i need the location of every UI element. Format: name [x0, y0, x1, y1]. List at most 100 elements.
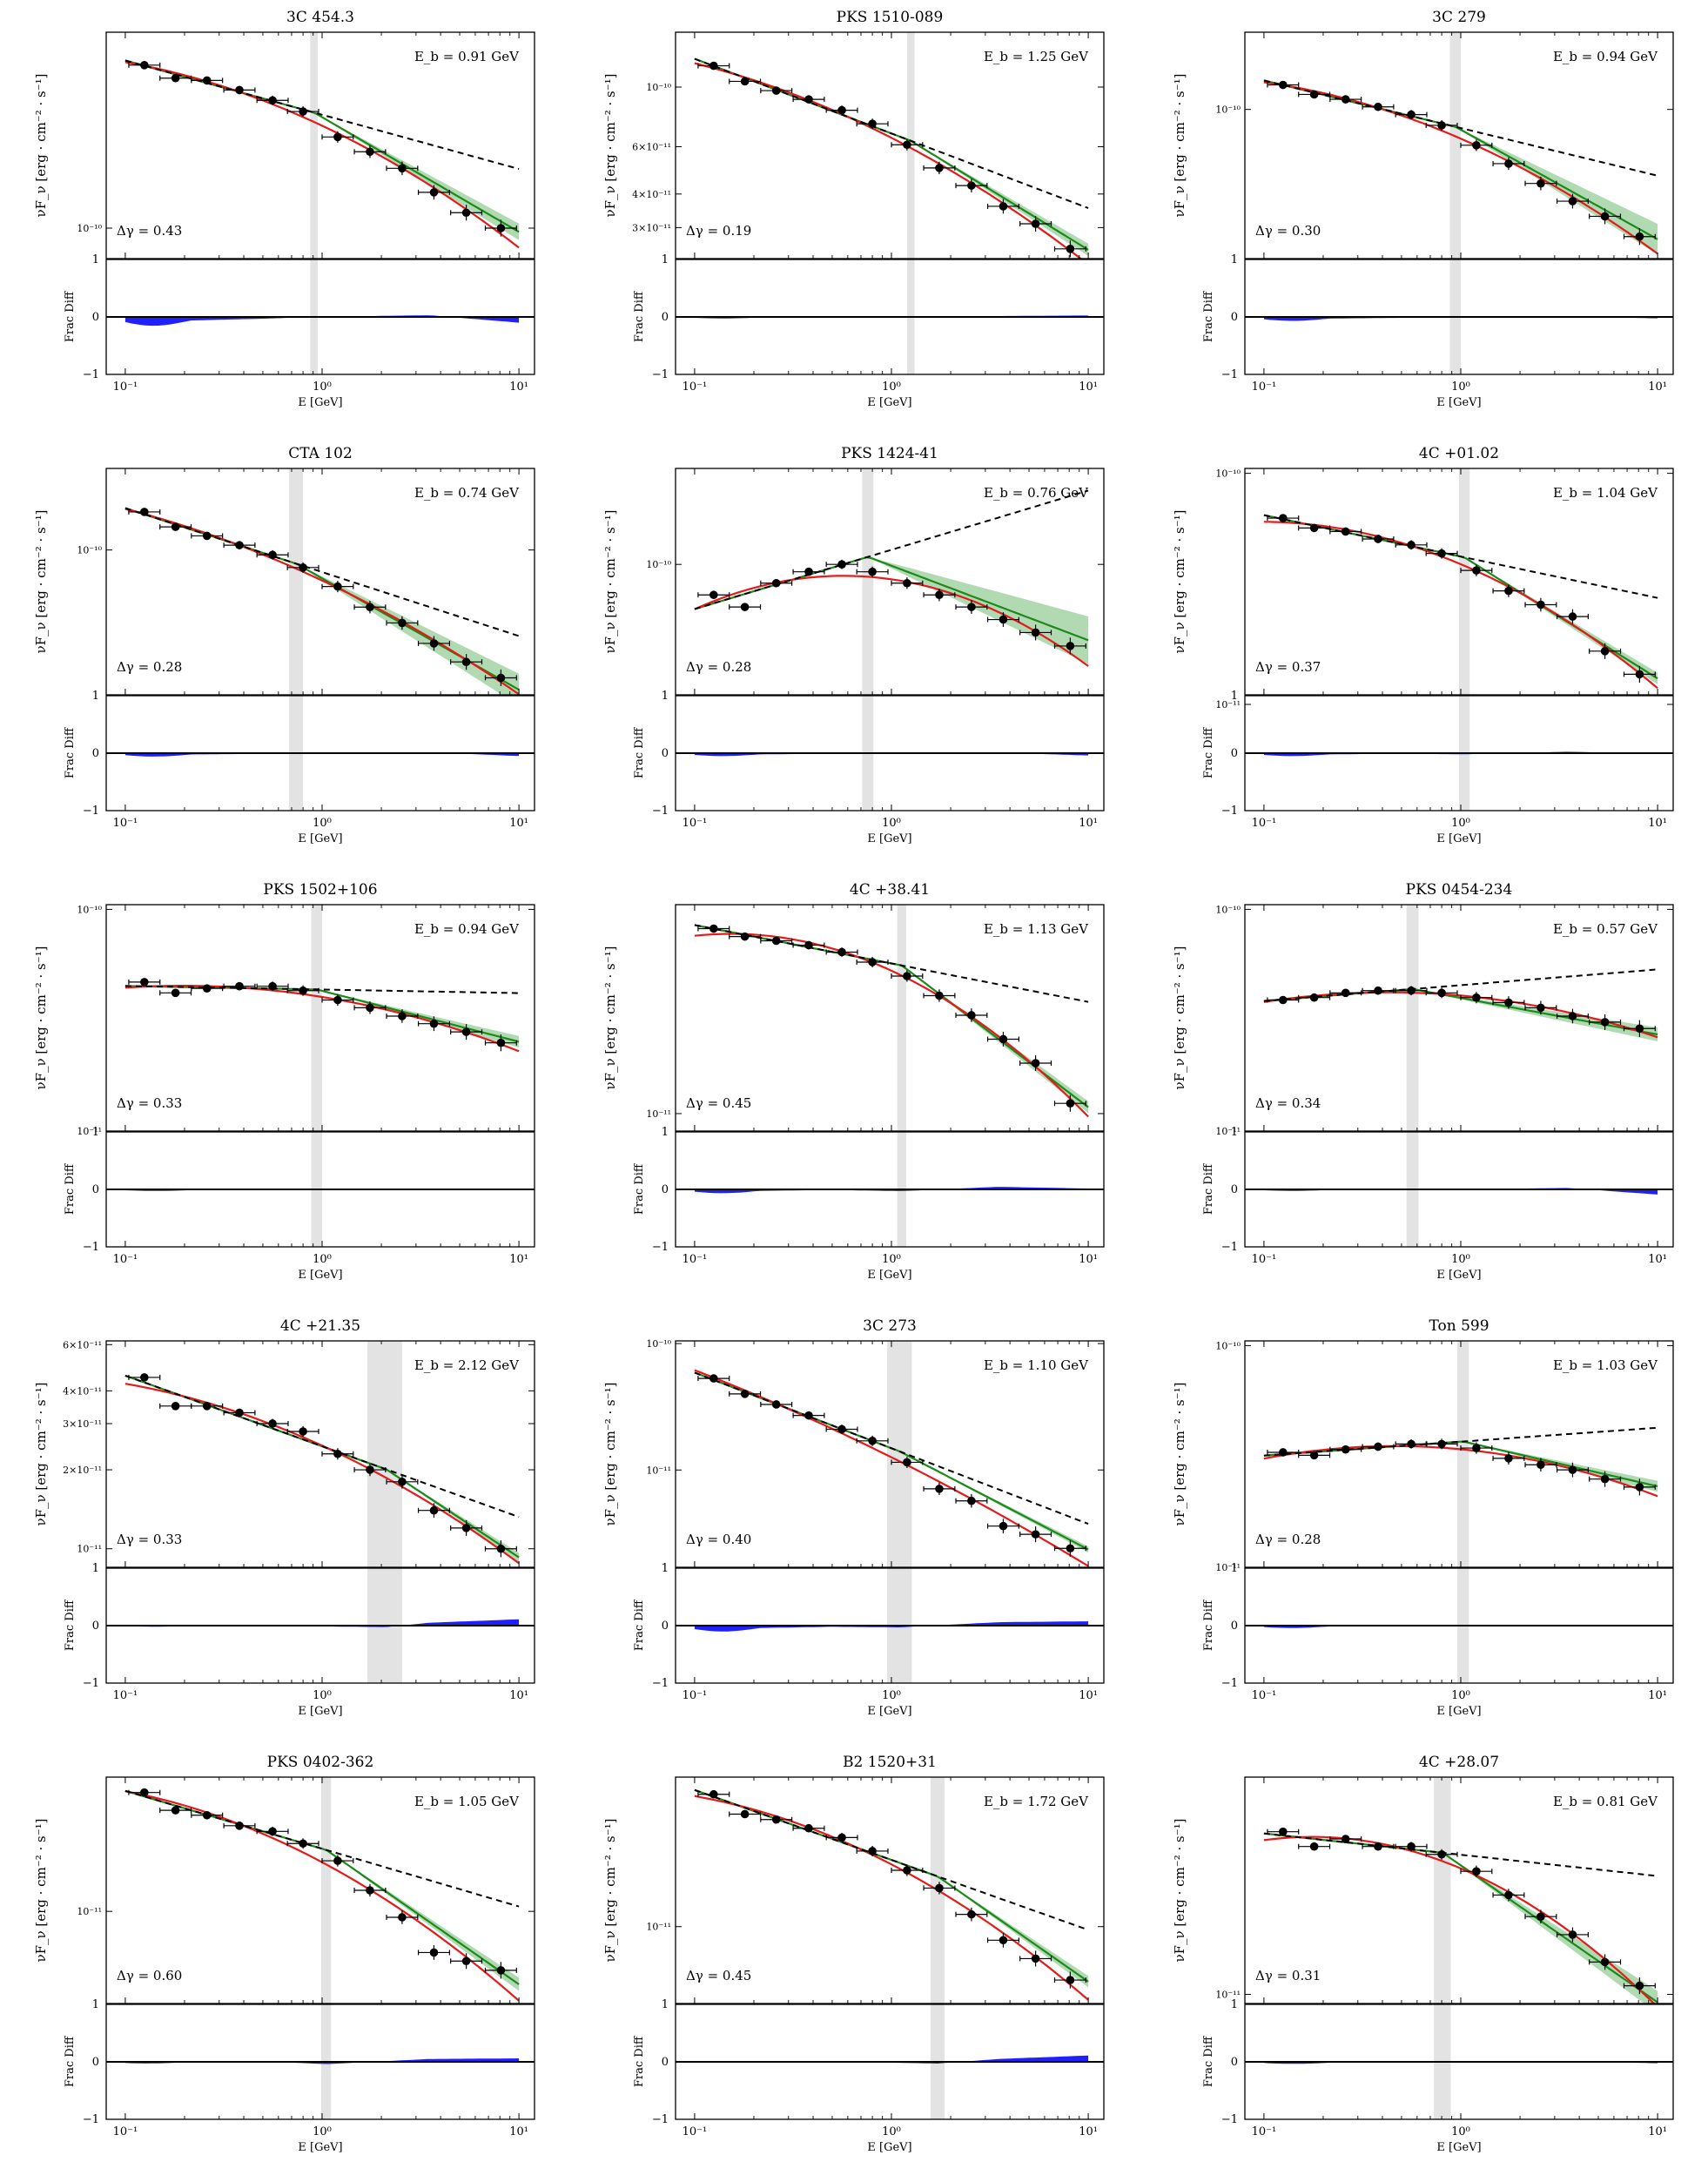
data-point: [760, 86, 793, 95]
y-axis-label: νF_ν [erg · cm⁻² · s⁻¹]: [602, 73, 618, 217]
residual-axis-label: Frac Diff: [64, 1162, 77, 1215]
data-point: [1492, 996, 1525, 1009]
residual-tick-label: 0: [92, 311, 99, 324]
data-marker: [903, 140, 911, 150]
data-marker: [1537, 1912, 1545, 1921]
data-point: [159, 1402, 192, 1411]
x-axis-label: E [GeV]: [1436, 1269, 1481, 1282]
data-marker: [1504, 159, 1513, 168]
data-marker: [1031, 219, 1040, 228]
data-marker: [1374, 1442, 1382, 1451]
residual-axis-label: Frac Diff: [1202, 1162, 1215, 1215]
data-marker: [804, 95, 813, 104]
logparabola-fit-line: [694, 933, 1089, 1118]
panel-title: 4C +38.41: [850, 881, 930, 899]
panel-title: CTA 102: [288, 445, 353, 462]
x-tick-label: 10⁰: [1451, 381, 1470, 394]
sed-panel: 10⁻¹ 10⁰ 10¹ 10⁻¹⁰ 6×10⁻¹¹ 4×10⁻¹¹ 3×10⁻¹¹ 1 0 −1…: [569, 0, 1139, 436]
x-axis-label: E [GeV]: [298, 2141, 342, 2154]
bpl-fit-line: [124, 59, 520, 233]
data-point: [856, 1845, 889, 1856]
data-point: [1524, 597, 1557, 612]
residual-axis-label: Frac Diff: [1202, 1599, 1215, 1651]
residual-tick-label: 1: [92, 253, 99, 266]
y-axis-label: νF_ν [erg · cm⁻² · s⁻¹]: [1172, 1818, 1187, 1962]
data-marker: [235, 85, 244, 95]
data-marker: [202, 76, 212, 85]
residual-tick-label: 0: [1231, 1620, 1238, 1633]
data-marker: [1472, 566, 1481, 575]
residual-tick-label: 0: [92, 747, 99, 760]
powerlaw-extrapolation-line: [124, 507, 520, 637]
data-marker: [967, 181, 976, 190]
delta-gamma-label: Δγ = 0.28: [1255, 1532, 1321, 1547]
data-point: [321, 1855, 354, 1867]
sed-panel-svg: 10⁻¹ 10⁰ 10¹ 10⁻¹⁰ 10⁻¹¹1 0 −1 PKS 0454-234 E_b …: [1172, 881, 1674, 1282]
panel-title: B2 1520+31: [843, 1754, 937, 1771]
data-marker: [461, 1027, 471, 1036]
break-band: [897, 905, 907, 1131]
data-marker: [366, 147, 374, 157]
data-point: [1589, 1014, 1622, 1030]
panel-title: 3C 273: [863, 1317, 917, 1335]
data-point: [1556, 1008, 1589, 1024]
data-point: [923, 161, 956, 175]
data-marker: [171, 988, 180, 998]
x-tick-label: 10⁻¹: [113, 1689, 138, 1702]
data-point: [1623, 1977, 1656, 1995]
y-axis-label: νF_ν [erg · cm⁻² · s⁻¹]: [1172, 73, 1187, 217]
data-point: [1019, 1950, 1052, 1967]
data-marker: [1279, 514, 1288, 522]
data-point: [729, 1390, 762, 1398]
delta-gamma-label: Δγ = 0.31: [1255, 1968, 1321, 1983]
data-point: [1267, 514, 1300, 522]
data-point: [825, 947, 858, 957]
x-axis-label: E [GeV]: [1436, 1705, 1481, 1718]
sed-panel-svg: 10⁻¹ 10⁰ 10¹ 10⁻¹¹ 1 0 −1 B2 1520+31 E_b = 1.72 …: [602, 1754, 1105, 2154]
data-marker: [398, 618, 407, 628]
data-marker: [935, 1485, 944, 1493]
residual-tick-label: −1: [83, 805, 99, 818]
x-tick-label: 10⁻¹: [683, 2125, 708, 2138]
data-point: [923, 989, 956, 1002]
data-point: [1329, 988, 1362, 998]
data-marker: [1537, 1460, 1545, 1470]
sed-panel-svg: 10⁻¹ 10⁰ 10¹ 10⁻¹⁰ 10⁻¹¹1 0 −1 4C +01.02 E_b = 1…: [1172, 445, 1674, 845]
break-band: [862, 468, 874, 695]
data-marker: [299, 563, 307, 572]
bpl-uncertainty-band: [124, 508, 520, 695]
data-marker: [903, 972, 911, 980]
data-marker: [868, 119, 877, 128]
data-marker: [299, 107, 307, 116]
residual-tick-label: 1: [1231, 1562, 1238, 1575]
residual-tick-label: −1: [83, 2113, 99, 2126]
break-energy-label: E_b = 0.91 GeV: [414, 49, 520, 64]
data-marker: [804, 567, 813, 576]
data-point: [760, 1400, 793, 1409]
y-tick-label: 10⁻¹⁰: [646, 559, 671, 570]
main-axes-frame: [1244, 468, 1674, 696]
data-marker: [398, 1913, 407, 1922]
data-point: [1425, 1438, 1458, 1450]
y-tick-label: 2×10⁻¹¹: [63, 1465, 102, 1476]
x-tick-label: 10⁻¹: [1252, 1253, 1277, 1266]
data-marker: [140, 1373, 149, 1382]
break-band: [367, 1341, 402, 1567]
data-point: [128, 508, 161, 516]
residual-tick-label: 0: [1231, 311, 1238, 324]
x-tick-label: 10¹: [509, 817, 528, 830]
data-marker: [268, 981, 277, 991]
data-point: [955, 178, 988, 192]
data-marker: [461, 1956, 471, 1966]
residual-tick-label: 0: [662, 1183, 669, 1196]
data-marker: [771, 86, 781, 95]
data-marker: [740, 77, 750, 86]
y-axis-label: νF_ν [erg · cm⁻² · s⁻¹]: [602, 946, 618, 1089]
sed-panel: 10⁻¹ 10⁰ 10¹ 10⁻¹⁰ 10⁻¹¹ 1 0 −1 Ton 599 E_b = 1.0…: [1139, 1309, 1708, 1745]
data-marker: [1635, 232, 1644, 241]
data-marker: [967, 1011, 976, 1020]
break-band: [289, 468, 304, 695]
data-point: [1524, 1458, 1557, 1472]
data-marker: [299, 1427, 307, 1436]
panel-title: Ton 599: [1429, 1317, 1489, 1335]
